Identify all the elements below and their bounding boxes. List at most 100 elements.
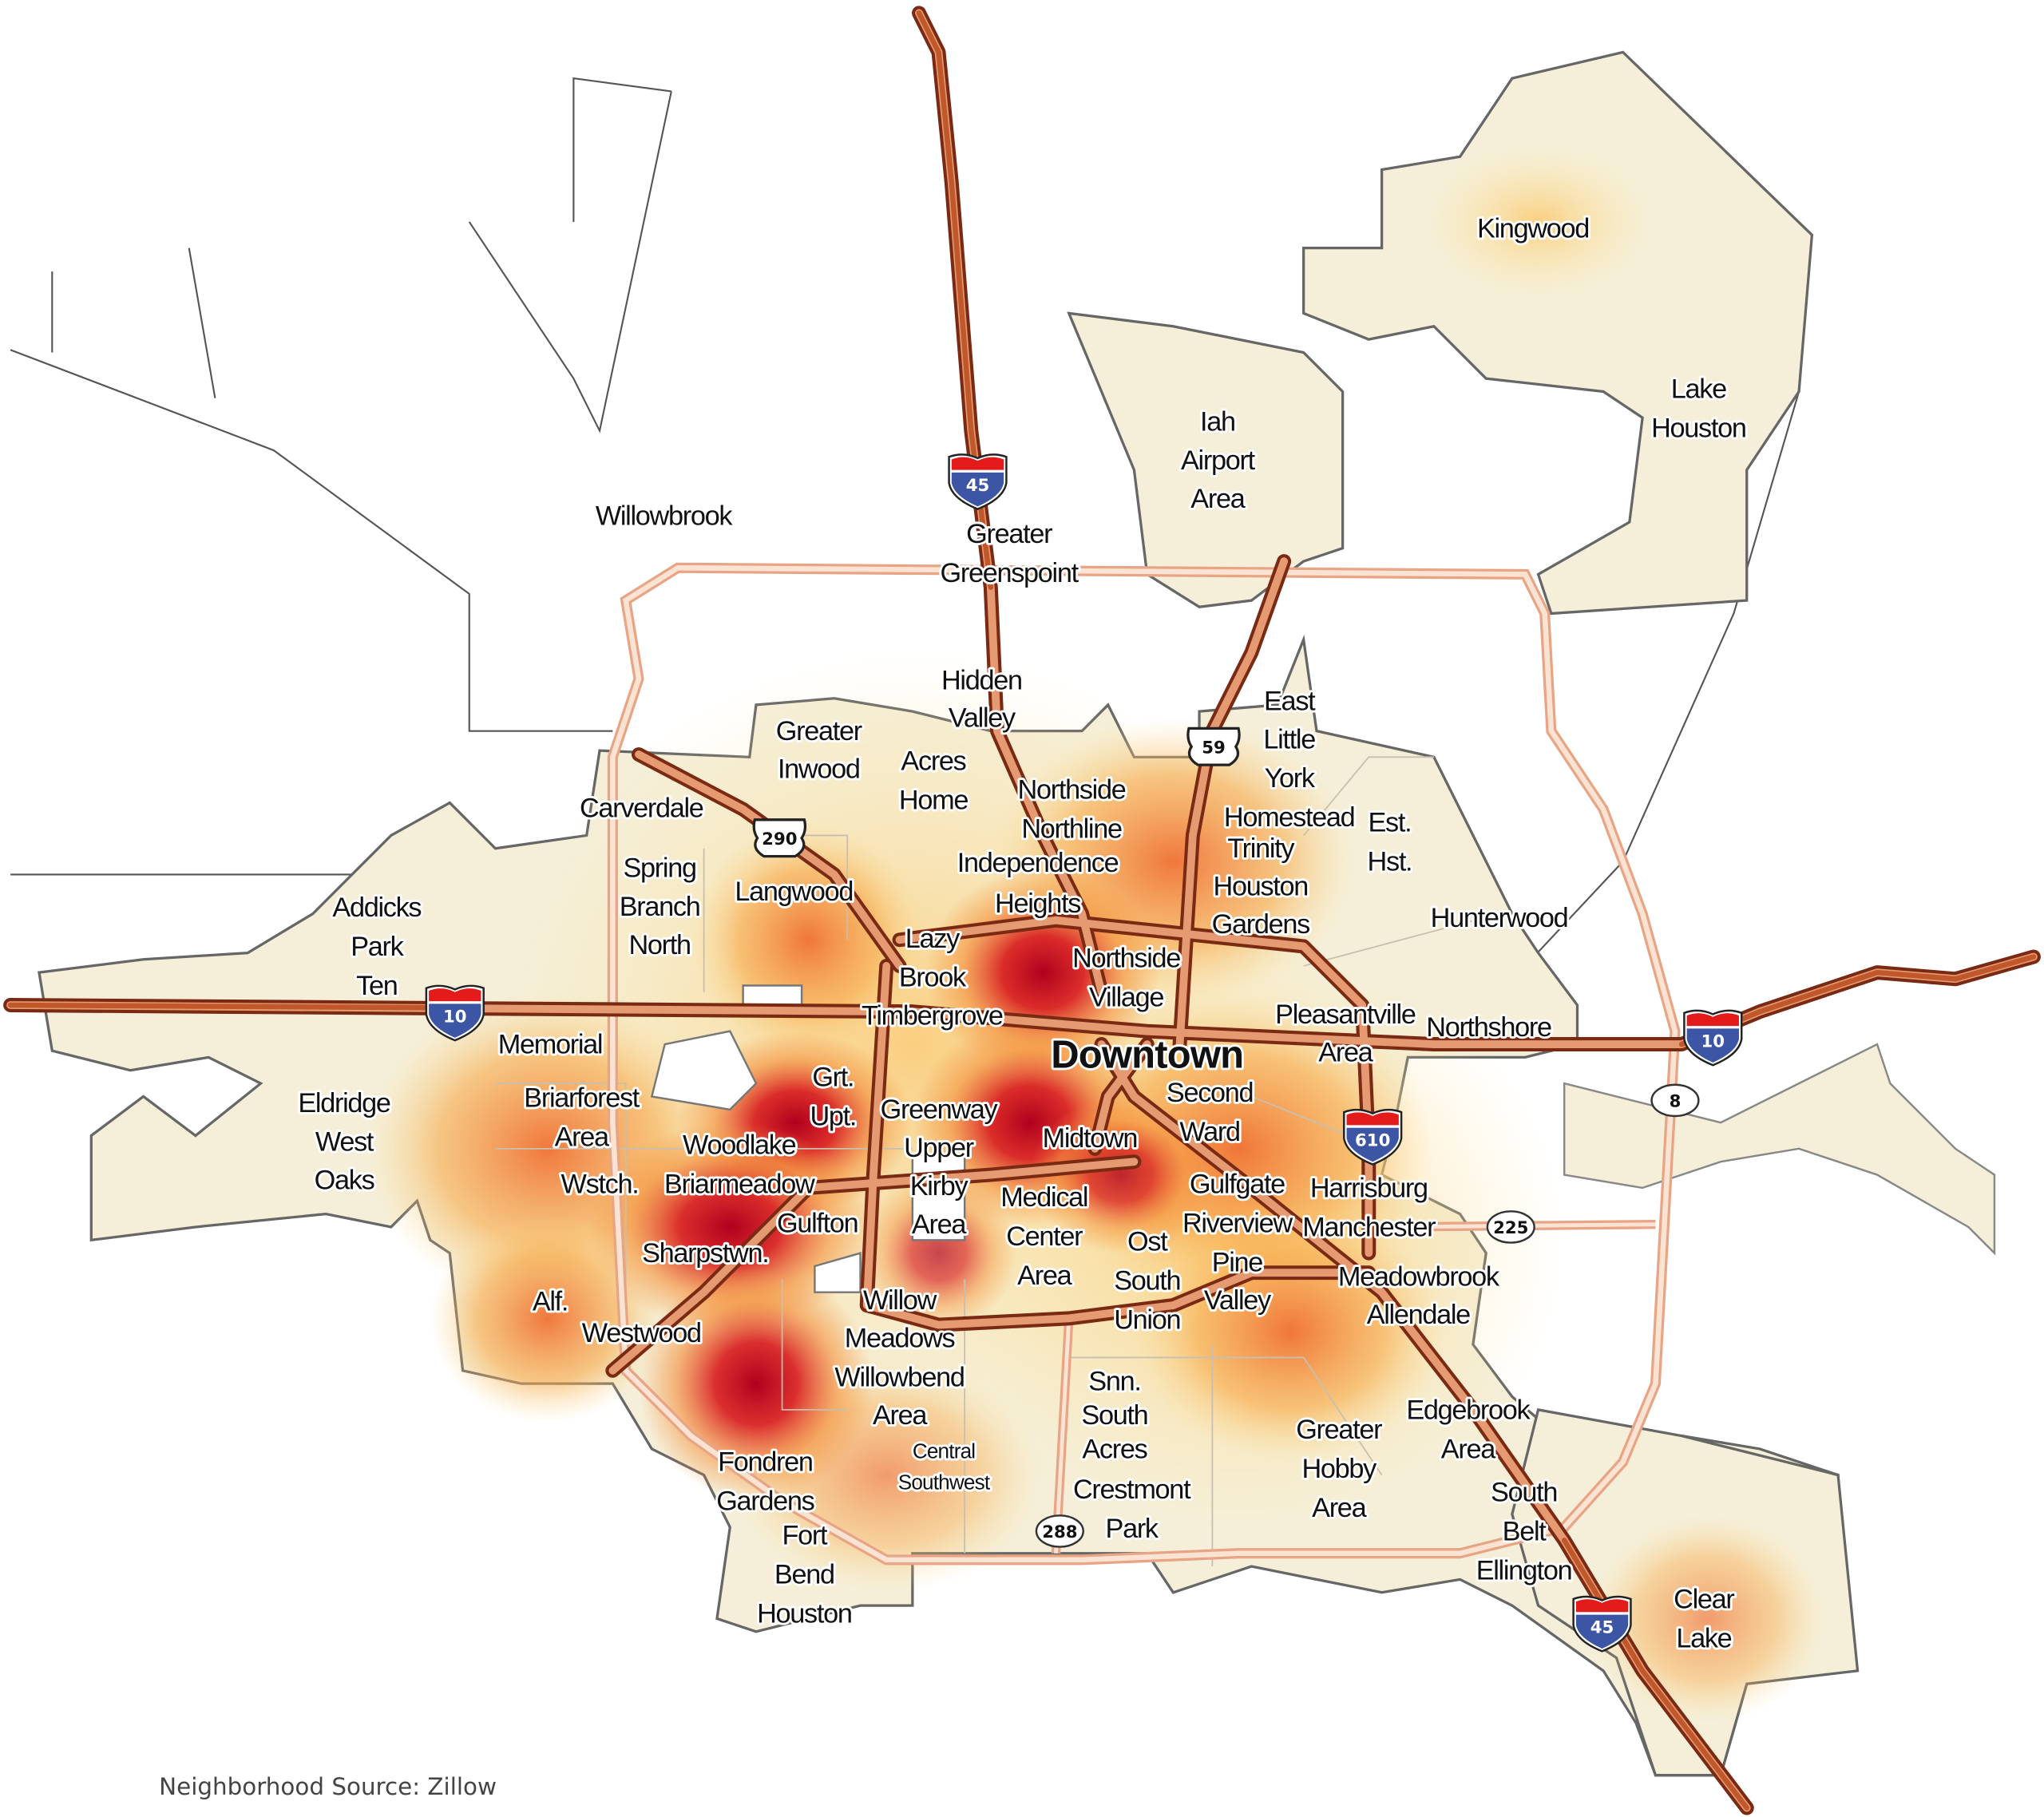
neighborhood-label-line: Area — [1312, 1493, 1367, 1523]
neighborhood-label-line: Valley — [1204, 1285, 1272, 1316]
state-route-oval-icon: 8 — [1650, 1083, 1700, 1118]
neighborhood-label-line: Area — [1017, 1261, 1072, 1291]
neighborhood-label-line: Southwest — [898, 1471, 991, 1494]
neighborhood-label: Northside Village — [1072, 944, 1180, 1013]
neighborhood-label-line: Langwood — [735, 877, 853, 907]
neighborhood-label-line: Clear — [1674, 1584, 1734, 1614]
shield-number: 45 — [1590, 1617, 1614, 1637]
neighborhood-label: Iah Airport Area — [1181, 407, 1256, 514]
neighborhood-label-line: Northline — [1021, 814, 1122, 845]
neighborhood-label: Trinity Houston Gardens — [1212, 833, 1309, 940]
neighborhood-label: East Little York — [1263, 686, 1316, 793]
neighborhood-label-line: Gulfton — [777, 1208, 858, 1238]
neighborhood-label: Sharpstwn. — [642, 1238, 768, 1269]
neighborhood-label: Midtown — [1043, 1123, 1137, 1154]
neighborhood-label-line: Gardens — [716, 1486, 814, 1517]
neighborhood-label: Alf. — [533, 1287, 568, 1317]
neighborhood-label-line: Riverview — [1182, 1208, 1293, 1238]
neighborhood-label-line: Downtown — [1051, 1033, 1243, 1076]
neighborhood-label-line: Union — [1114, 1304, 1180, 1335]
neighborhood-label-line: Northshore — [1426, 1012, 1551, 1043]
neighborhood-label-line: Branch — [620, 892, 700, 922]
neighborhood-label-line: Ost — [1127, 1226, 1168, 1257]
neighborhood-label-line: Hobby — [1301, 1454, 1377, 1484]
neighborhood-label-line: Kirby — [910, 1171, 969, 1201]
neighborhood-label-line: Greater — [966, 519, 1052, 549]
neighborhood-label: Greenway Upper Kirby Area — [881, 1095, 999, 1240]
neighborhood-label-line: Willowbend — [834, 1362, 964, 1392]
neighborhood-label-line: Greater — [1296, 1415, 1382, 1445]
neighborhood-label-line: Harrisburg — [1310, 1173, 1428, 1203]
neighborhood-label-line: Fondren — [718, 1447, 813, 1478]
neighborhood-label: Willowbend Area — [834, 1362, 964, 1430]
neighborhood-label-line: Central — [913, 1439, 975, 1463]
neighborhood-label-line: Briarmeadow — [664, 1169, 815, 1199]
interstate-shield-icon: 610 — [1343, 1108, 1403, 1166]
shield-number: 225 — [1493, 1218, 1528, 1238]
neighborhood-label-line: Homestead — [1224, 802, 1355, 833]
neighborhood-label-line: Bend — [774, 1559, 834, 1589]
neighborhood-label: Homestead — [1224, 802, 1355, 833]
neighborhood-label-line: Home — [899, 786, 968, 816]
neighborhood-label: Ost South Union — [1114, 1226, 1180, 1335]
neighborhood-label-line: Kingwood — [1477, 214, 1589, 244]
neighborhood-label: Medical Center Area — [1000, 1182, 1087, 1291]
neighborhood-label-line: Houston — [1651, 414, 1746, 444]
neighborhood-label-line: Center — [1006, 1221, 1083, 1252]
neighborhood-label: Gulfton — [777, 1208, 858, 1238]
neighborhood-label-line: Ten — [356, 971, 397, 1001]
neighborhood-label: Greater Greenspoint — [941, 519, 1079, 588]
interstate-shield-icon: 45 — [948, 453, 1008, 510]
neighborhood-label-line: Willowbrook — [596, 501, 734, 531]
neighborhood-label-line: Addicks — [332, 893, 421, 923]
neighborhood-label: Northshore — [1426, 1012, 1551, 1043]
neighborhood-label-line: Northside — [1018, 775, 1126, 806]
neighborhood-label-line: Allendale — [1367, 1300, 1470, 1330]
neighborhood-label-line: Houston — [757, 1598, 852, 1629]
shield-number: 59 — [1202, 738, 1226, 758]
neighborhood-label-line: Park — [1106, 1514, 1159, 1544]
neighborhood-label: Lake Houston — [1651, 374, 1746, 444]
neighborhood-label-line: Brook — [899, 962, 967, 992]
neighborhood-label-line: Park — [351, 932, 404, 962]
neighborhood-label-line: Meadowbrook — [1338, 1262, 1500, 1292]
neighborhood-label-line: Wstch. — [561, 1169, 639, 1199]
source-note: Neighborhood Source: Zillow — [159, 1773, 497, 1800]
neighborhood-label-line: North — [628, 930, 690, 960]
neighborhood-label: Fort Bend Houston — [757, 1520, 852, 1629]
neighborhood-label-line: Alf. — [533, 1287, 568, 1317]
neighborhood-label-line: Iah — [1200, 407, 1235, 437]
neighborhood-label-line: Area — [1441, 1434, 1496, 1464]
neighborhood-label-line: Gardens — [1212, 909, 1309, 940]
neighborhood-label: South Belt Ellington — [1476, 1477, 1572, 1585]
neighborhood-label-line: Acres — [901, 746, 965, 777]
neighborhood-label: Willowbrook — [596, 501, 734, 531]
neighborhood-label-line: Carverdale — [580, 794, 703, 824]
neighborhood-label-line: York — [1265, 763, 1316, 794]
neighborhood-label: Downtown — [1051, 1033, 1243, 1076]
neighborhood-label-line: Trinity — [1227, 833, 1295, 864]
neighborhood-label-line: Lazy — [905, 924, 961, 954]
neighborhood-label: Briarforest Area — [524, 1083, 640, 1153]
neighborhood-label-line: Medical — [1000, 1182, 1087, 1213]
neighborhood-label-line: Northside — [1072, 944, 1180, 974]
beltway-8 — [607, 562, 1681, 1566]
us-route-shield-icon: 290 — [752, 818, 807, 858]
neighborhood-label: Snn. South Acres — [1081, 1366, 1147, 1464]
neighborhood-label: Eldridge West Oaks — [298, 1088, 390, 1195]
neighborhood-label: Greater Hobby Area — [1296, 1415, 1382, 1523]
neighborhood-label: Second Ward — [1167, 1078, 1253, 1147]
neighborhood-label: Acres Home — [899, 746, 968, 816]
neighborhood-label: Pine Valley — [1204, 1248, 1272, 1316]
shield-number: 610 — [1355, 1131, 1390, 1151]
neighborhood-label-line: Little — [1263, 725, 1315, 755]
neighborhood-label-line: Gulfgate — [1190, 1169, 1285, 1199]
neighborhood-label-line: Oaks — [315, 1166, 374, 1196]
state-route-oval-icon: 288 — [1035, 1514, 1084, 1548]
neighborhood-label: Harrisburg Manchester — [1302, 1173, 1436, 1242]
neighborhood-label: Independence Heights — [957, 848, 1119, 919]
neighborhood-label: Crestmont Park — [1073, 1475, 1191, 1544]
neighborhood-label-line: Second — [1167, 1078, 1253, 1108]
interstate-shield-icon: 45 — [1572, 1595, 1632, 1653]
